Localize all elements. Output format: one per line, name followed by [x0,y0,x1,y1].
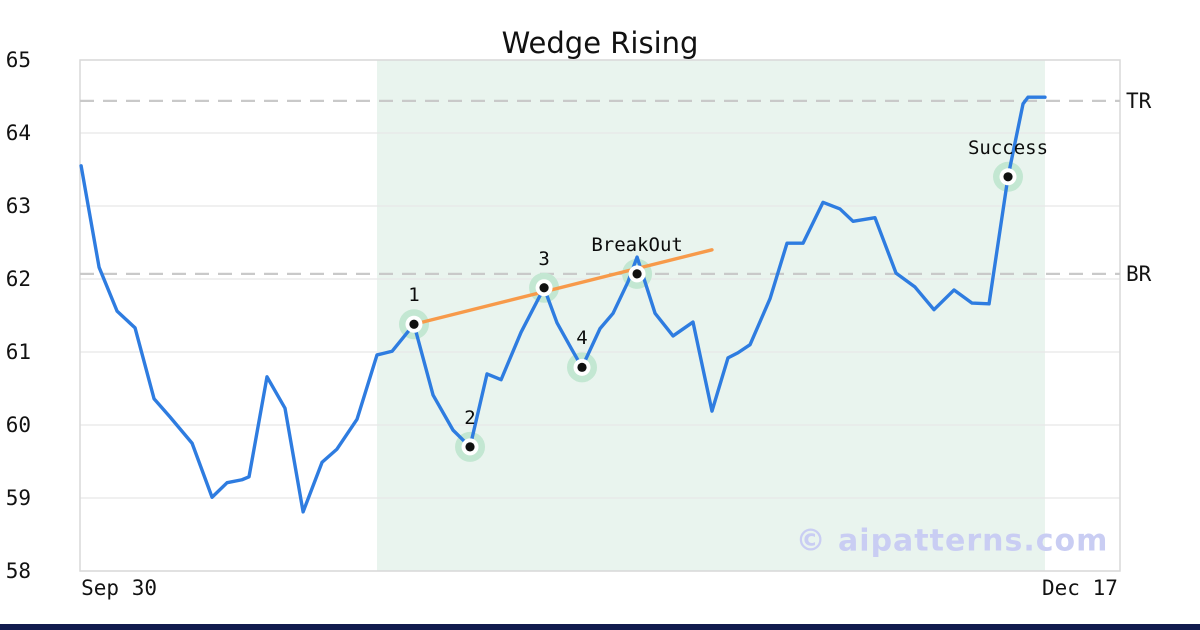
y-tick-label: 65 [5,48,31,72]
y-tick-label: 64 [5,121,31,145]
level-label-tr: TR [1126,88,1152,113]
key-point-marker-BreakOut [632,269,642,279]
key-point-marker-3 [539,283,549,293]
key-point-marker-Success [1003,172,1013,182]
y-tick-label: 58 [5,559,31,583]
chart-title: Wedge Rising [501,26,699,60]
y-tick-label: 59 [5,486,31,510]
key-point-marker-1 [409,319,419,329]
footer-bar [0,624,1200,630]
y-tick-label: 60 [5,413,31,437]
pattern-zone [377,60,1045,571]
key-point-label-3: 3 [538,247,550,270]
price-line [79,95,1047,514]
x-tick-label: Dec 17 [1042,576,1118,600]
key-point-marker-4 [577,362,587,372]
y-tick-label: 61 [5,340,31,364]
key-point-label-BreakOut: BreakOut [591,233,683,256]
key-point-marker-2 [465,442,475,452]
key-point-label-2: 2 [464,406,476,429]
plot-border [79,59,1121,572]
key-point-label-Success: Success [967,136,1049,159]
level-label-br: BR [1126,261,1152,286]
trend-line [412,248,714,326]
key-point-label-1: 1 [408,284,420,307]
y-tick-label: 62 [5,267,31,291]
x-tick-label: Sep 30 [81,576,157,600]
watermark: © aipatterns.com [795,523,1109,559]
key-point-label-4: 4 [576,327,588,350]
y-tick-label: 63 [5,194,31,218]
